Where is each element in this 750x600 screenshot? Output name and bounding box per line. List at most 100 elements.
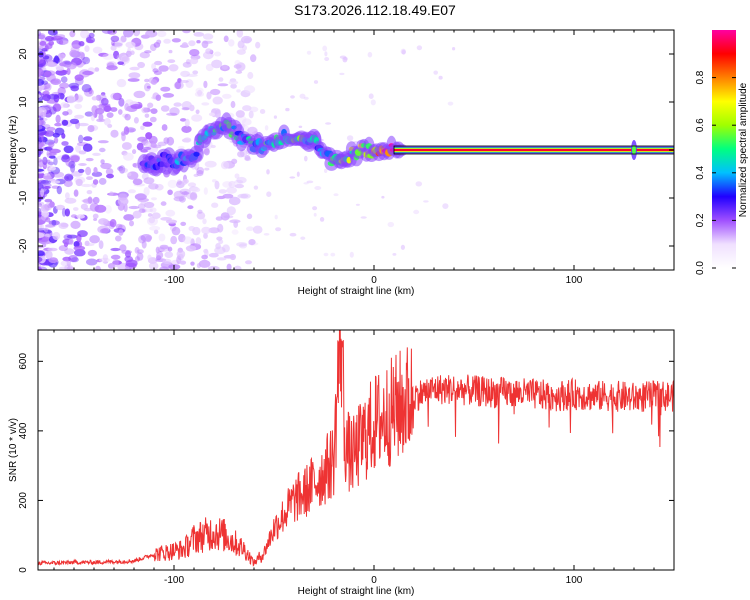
spectrogram-noise-blob bbox=[40, 188, 45, 197]
spectrogram-noise-blob bbox=[235, 70, 243, 74]
spectrogram-noise-blob bbox=[48, 141, 55, 148]
spectrogram-noise-blob bbox=[137, 136, 148, 142]
spectrogram-noise-blob bbox=[231, 158, 238, 164]
spectrogram-noise-blob bbox=[143, 187, 150, 196]
spectrogram-noise-blob bbox=[101, 97, 109, 106]
spectrogram-noise-blob bbox=[51, 180, 61, 184]
spectrogram-noise-blob bbox=[53, 31, 58, 37]
spectrogram-noise-blob bbox=[153, 229, 159, 235]
spectrogram-noise-blob bbox=[38, 30, 42, 36]
spectrogram-noise-blob bbox=[132, 178, 143, 186]
spectrogram-noise-blob bbox=[237, 151, 245, 158]
spectrogram-noise-blob bbox=[129, 128, 135, 133]
spectrogram-noise-blob bbox=[415, 181, 423, 187]
spectrogram-noise-blob bbox=[167, 246, 173, 252]
spectrogram-noise-blob bbox=[124, 113, 131, 121]
spectrogram-noise-blob bbox=[38, 34, 46, 39]
spectrogram-noise-blob bbox=[240, 193, 251, 199]
spectrogram-noise-blob bbox=[304, 155, 308, 162]
spectrogram-noise-blob bbox=[145, 30, 158, 38]
spectrogram-noise-blob bbox=[148, 216, 155, 224]
spectrogram-noise-layer bbox=[38, 30, 456, 270]
spectrogram-noise-blob bbox=[40, 111, 47, 118]
spectrogram-noise-blob bbox=[132, 210, 142, 219]
spectrogram-noise-blob bbox=[122, 113, 128, 118]
spectrogram-noise-blob bbox=[201, 102, 210, 106]
spectrogram-noise-blob bbox=[110, 45, 117, 51]
spectrogram-noise-blob bbox=[189, 191, 198, 201]
spectrogram-noise-blob bbox=[137, 197, 149, 203]
spectrogram-noise-blob bbox=[423, 200, 429, 203]
spectrogram-noise-blob bbox=[45, 217, 51, 223]
spectrogram-y-tick-label: 20 bbox=[18, 48, 29, 60]
spectrogram-noise-blob bbox=[98, 52, 109, 57]
spectrogram-noise-blob bbox=[87, 125, 95, 133]
spectrogram-noise-blob bbox=[43, 175, 52, 180]
spectrogram-noise-blob bbox=[38, 56, 44, 64]
spectrogram-noise-blob bbox=[98, 177, 107, 185]
spectrogram-noise-blob bbox=[126, 172, 132, 177]
spectrogram-noise-blob bbox=[349, 251, 354, 258]
spectrogram-noise-blob bbox=[84, 45, 90, 52]
spectrogram-noise-blob bbox=[98, 218, 109, 225]
spectrogram-noise-blob bbox=[64, 61, 73, 65]
spectrogram-noise-blob bbox=[132, 30, 141, 37]
spectrogram-noise-blob bbox=[189, 49, 200, 57]
spectrogram-noise-blob bbox=[70, 214, 78, 218]
spectrogram-noise-blob bbox=[41, 211, 50, 217]
spectrogram-noise-blob bbox=[236, 49, 246, 55]
spectrogram-noise-blob bbox=[367, 51, 373, 58]
spectrogram-noise-blob bbox=[228, 39, 235, 47]
spectrogram-noise-blob bbox=[196, 211, 206, 220]
spectrogram-noise-blob bbox=[109, 191, 114, 197]
spectrogram-noise-blob bbox=[370, 99, 376, 106]
spectrogram-noise-blob bbox=[128, 72, 141, 79]
spectrogram-noise-blob bbox=[187, 182, 197, 187]
colorbar-ticks: 0.0 0.2 0.4 0.6 0.8 bbox=[695, 70, 736, 275]
spectrogram-x-ticks: -100 0 100 bbox=[53, 30, 675, 286]
spectrogram-noise-blob bbox=[355, 203, 360, 206]
spectrogram-noise-blob bbox=[150, 79, 158, 85]
spectrogram-noise-blob bbox=[124, 103, 130, 111]
snr-y-label: SNR (10 * v/v) bbox=[8, 418, 19, 482]
spectrogram-noise-blob bbox=[47, 247, 58, 252]
spectrogram-noise-blob bbox=[177, 145, 185, 150]
spectrogram-noise-blob bbox=[148, 183, 159, 190]
spectrogram-noise-blob bbox=[333, 193, 339, 197]
spectrogram-noise-blob bbox=[89, 235, 100, 244]
spectrogram-noise-blob bbox=[141, 107, 148, 114]
spectrogram-noise-blob bbox=[202, 218, 207, 225]
spectrogram-noise-blob bbox=[170, 235, 178, 245]
spectrogram-noise-blob bbox=[38, 62, 44, 70]
snr-y-tick-label: 600 bbox=[18, 353, 29, 370]
spectrogram-noise-blob bbox=[46, 61, 58, 68]
spectrogram-noise-blob bbox=[58, 222, 69, 229]
spectrogram-noise-blob bbox=[92, 213, 99, 219]
spectrogram-noise-blob bbox=[61, 141, 69, 146]
spectrogram-noise-blob bbox=[234, 173, 240, 179]
spectrogram-noise-blob bbox=[104, 204, 112, 214]
spectrogram-noise-blob bbox=[185, 245, 197, 252]
spectrogram-noise-blob bbox=[197, 209, 203, 214]
spectrogram-y-tick-label: -20 bbox=[18, 238, 29, 253]
spectrogram-noise-blob bbox=[210, 88, 221, 96]
spectrogram-noise-blob bbox=[154, 183, 164, 191]
spectrogram-noise-blob bbox=[38, 118, 42, 127]
spectrogram-noise-blob bbox=[68, 238, 74, 245]
spectrogram-noise-blob bbox=[248, 239, 256, 246]
spectrogram-noise-blob bbox=[312, 206, 318, 211]
spectrogram-noise-blob bbox=[64, 248, 75, 255]
spectrogram-noise-blob bbox=[216, 195, 226, 200]
spectrogram-noise-blob bbox=[139, 51, 150, 59]
spectrogram-noise-blob bbox=[129, 220, 134, 227]
spectrogram-noise-blob bbox=[88, 32, 95, 39]
spectrogram-noise-blob bbox=[216, 257, 227, 261]
spectrogram-noise-blob bbox=[106, 173, 114, 179]
spectrogram-noise-blob bbox=[174, 81, 182, 90]
spectrogram-noise-blob bbox=[74, 114, 85, 119]
spectrogram-noise-blob bbox=[110, 254, 121, 260]
spectrogram-noise-blob bbox=[191, 114, 203, 122]
spectrogram-noise-blob bbox=[82, 198, 95, 205]
spectrogram-noise-blob bbox=[92, 46, 103, 54]
